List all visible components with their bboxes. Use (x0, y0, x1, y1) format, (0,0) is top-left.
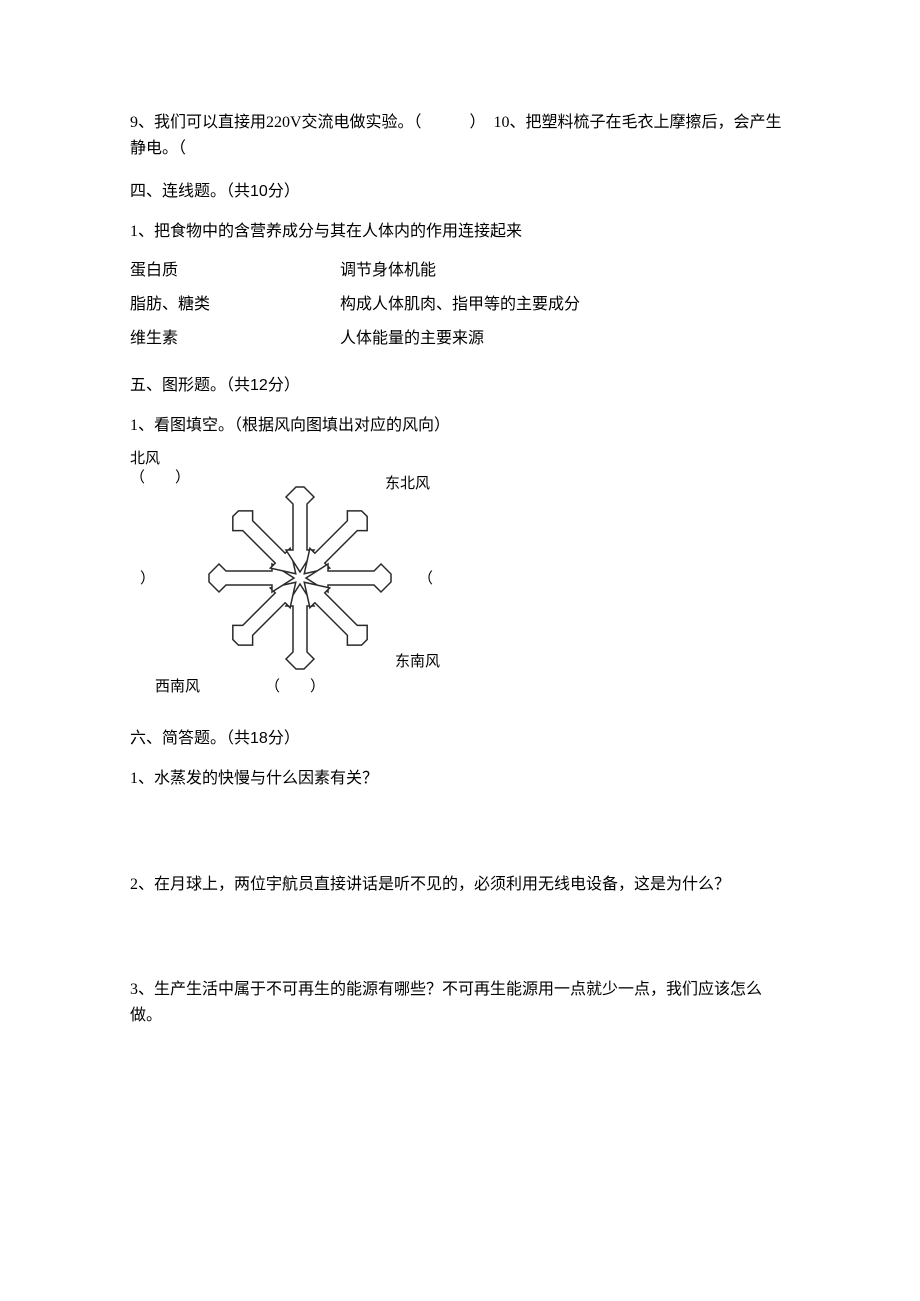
section-6-q3: 3、生产生活中属于不可再生的能源有哪些？不可再生能源用一点就少一点，我们应该怎么… (130, 977, 790, 1028)
section-6-q2: 2、在月球上，两位宇航员直接讲话是听不见的，必须利用无线电设备，这是为什么？ (130, 872, 790, 898)
section-6-title: 六、简答题。（共18分） (130, 726, 790, 752)
section-5-title-suffix: 分） (268, 377, 300, 394)
section-5-points: 12 (250, 377, 268, 394)
paren-nw: （ ） (130, 469, 190, 486)
section-5-title: 五、图形题。（共12分） (130, 373, 790, 399)
table-row: 维生素 人体能量的主要来源 (130, 322, 580, 356)
match-left-0: 蛋白质 (130, 254, 340, 288)
label-southwest: 西南风 (155, 678, 200, 695)
section-5-title-prefix: 五、图形题。（共 (130, 377, 250, 394)
question-9-10: 9、我们可以直接用220V交流电做实验。（ ） 10、把塑料梳子在毛衣上摩擦后，… (130, 110, 790, 161)
table-row: 蛋白质 调节身体机能 (130, 254, 580, 288)
table-row: 脂肪、糖类 构成人体肌肉、指甲等的主要成分 (130, 288, 580, 322)
section-6-title-suffix: 分） (268, 730, 300, 747)
section-4-title-prefix: 四、连线题。（共 (130, 183, 250, 200)
section-6-title-prefix: 六、简答题。（共 (130, 730, 250, 747)
section-4-q1: 1、把食物中的含营养成分与其在人体内的作用连接起来 (130, 219, 790, 245)
wind-diagram-svg: 北风 （ ） 东北风 ） （ 东南风 西南风 （ ） (130, 448, 490, 708)
answer-space-3 (130, 1038, 790, 1098)
match-right-0: 调节身体机能 (340, 254, 580, 288)
section-6-points: 18 (250, 730, 268, 747)
wind-diagram: 北风 （ ） 东北风 ） （ 东南风 西南风 （ ） (130, 448, 790, 708)
match-left-1: 脂肪、糖类 (130, 288, 340, 322)
section-4-title-suffix: 分） (268, 183, 300, 200)
label-southeast: 东南风 (395, 653, 440, 670)
paren-s: （ ） (265, 678, 325, 695)
paren-e: （ (418, 570, 433, 587)
section-5-q1: 1、看图填空。（根据风向图填出对应的风向） (130, 413, 790, 439)
section-4-title: 四、连线题。（共10分） (130, 179, 790, 205)
match-right-2: 人体能量的主要来源 (340, 322, 580, 356)
paren-w: ） (140, 570, 155, 587)
answer-space-1 (130, 802, 790, 872)
label-northeast: 东北风 (385, 475, 430, 492)
section-4-points: 10 (250, 183, 268, 200)
section-6-q1: 1、水蒸发的快慢与什么因素有关？ (130, 766, 790, 792)
answer-space-2 (130, 907, 790, 977)
matching-table: 蛋白质 调节身体机能 脂肪、糖类 构成人体肌肉、指甲等的主要成分 维生素 人体能… (130, 254, 580, 355)
match-right-1: 构成人体肌肉、指甲等的主要成分 (340, 288, 580, 322)
match-left-2: 维生素 (130, 322, 340, 356)
label-north: 北风 (130, 450, 160, 467)
